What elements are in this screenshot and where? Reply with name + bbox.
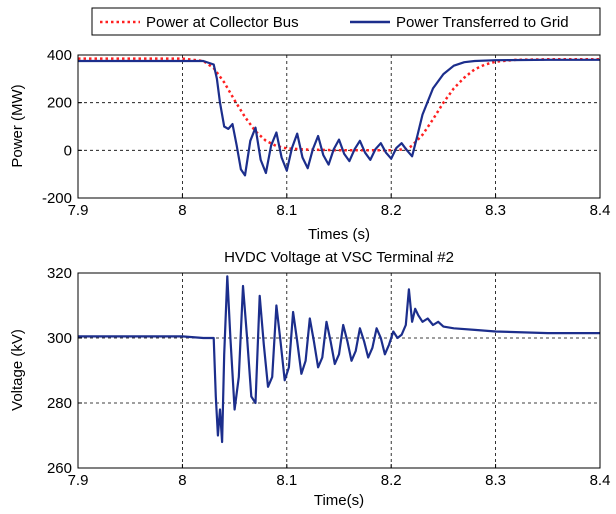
series-line-1-0	[78, 275, 600, 444]
voltage-y-label: Voltage (kV)	[9, 329, 26, 411]
power-chart: 7.9 8 8.1 8.2 8.3 8.4 -200 0 200 400 Times (s) Po…	[9, 47, 610, 243]
power-plot-frame	[77, 54, 601, 199]
x-tick-label: 8.1	[276, 202, 297, 219]
legend-box	[91, 7, 601, 36]
voltage-plot-frame	[77, 272, 601, 469]
voltage-plot-area	[78, 273, 600, 468]
power-y-label: Power (MW)	[9, 84, 26, 167]
y-tick-label: 0	[64, 142, 72, 159]
legend-label-grid: Power Transferred to Grid	[396, 14, 569, 31]
x-tick-label: 7.9	[68, 472, 89, 489]
x-tick-label: 7.9	[68, 202, 89, 219]
voltage-grid	[78, 273, 600, 468]
y-tick-label: 280	[47, 395, 72, 412]
y-tick-label: 320	[47, 265, 72, 282]
y-tick-label: 200	[47, 95, 72, 112]
x-tick-label: 8.4	[590, 472, 611, 489]
x-tick-label: 8.2	[381, 472, 402, 489]
x-tick-label: 8.3	[485, 472, 506, 489]
legend-label-collector: Power at Collector Bus	[146, 14, 299, 31]
voltage-ticks: 7.9 8 8.1 8.2 8.3 8.4 260 280 300 320	[47, 265, 610, 489]
y-tick-label: 400	[47, 47, 72, 64]
x-tick-label: 8	[178, 202, 186, 219]
x-tick-label: 8.4	[590, 202, 611, 219]
x-tick-label: 8.1	[276, 472, 297, 489]
power-series	[78, 57, 600, 177]
x-tick-label: 8.2	[381, 202, 402, 219]
y-tick-label: 300	[47, 330, 72, 347]
voltage-title: HVDC Voltage at VSC Terminal #2	[224, 249, 454, 266]
power-x-label: Times (s)	[308, 226, 370, 243]
y-tick-label: 260	[47, 460, 72, 477]
series-line-0-1	[78, 58, 600, 177]
voltage-x-label: Time(s)	[314, 492, 364, 509]
voltage-series	[78, 275, 600, 444]
power-plot-area	[78, 55, 600, 198]
x-tick-label: 8	[178, 472, 186, 489]
x-tick-label: 8.3	[485, 202, 506, 219]
voltage-chart: HVDC Voltage at VSC Terminal #2 7.9 8 8.1 8…	[9, 249, 610, 509]
power-ticks: 7.9 8 8.1 8.2 8.3 8.4 -200 0 200 400	[42, 47, 610, 219]
y-tick-label: -200	[42, 190, 72, 207]
legend: Power at Collector Bus Power Transferred…	[91, 7, 601, 36]
